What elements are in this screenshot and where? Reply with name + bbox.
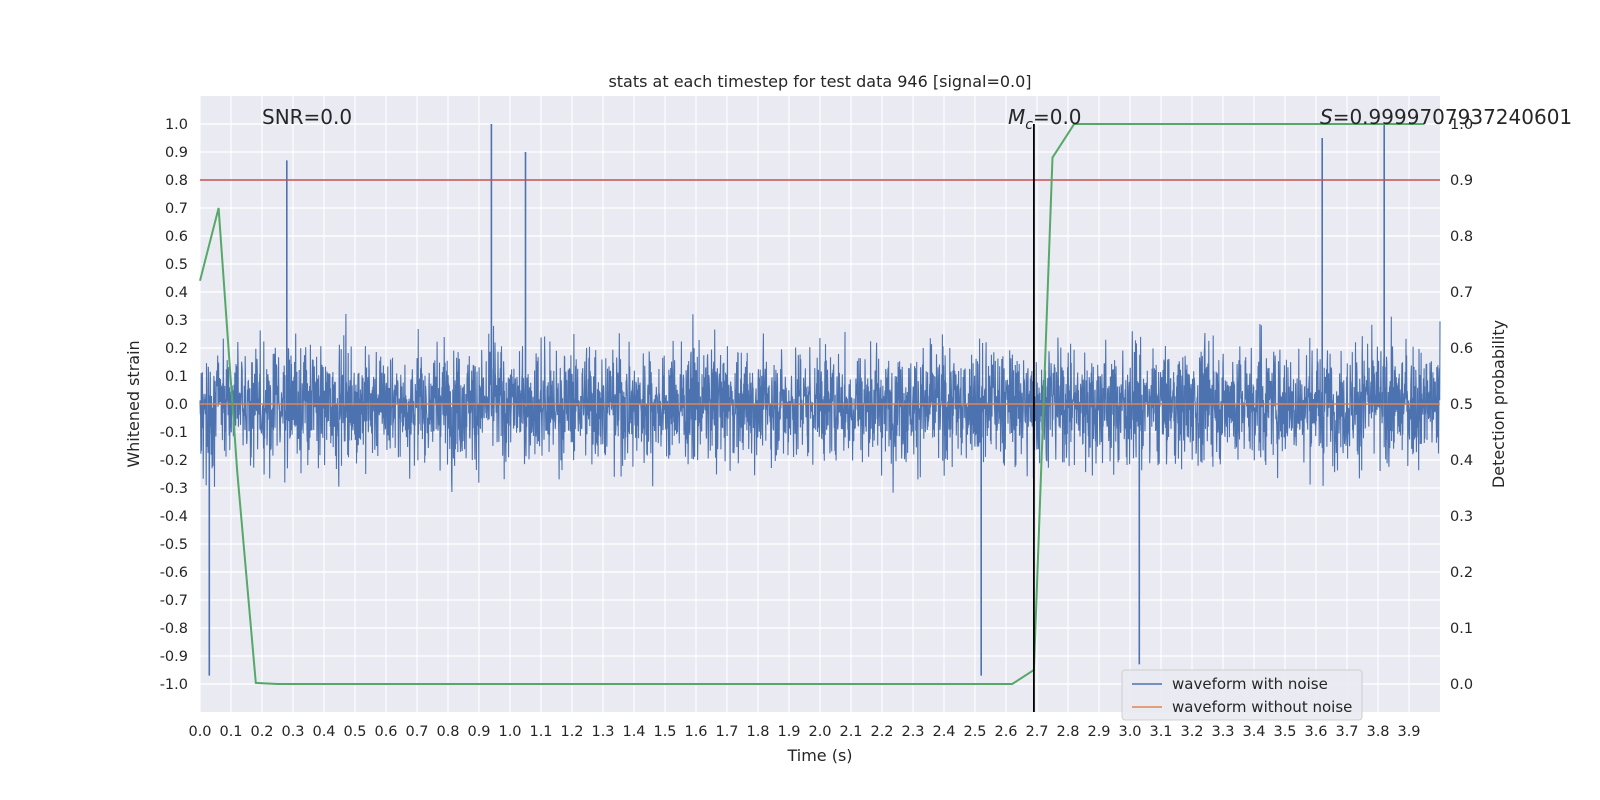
- chirp-mass-symbol: M: [1008, 105, 1025, 129]
- x-tick-label: 1.5: [653, 724, 676, 740]
- y-ticks: 1.0 0.9 0.8 0.7 0.6 0.5 0.4 0.3 0.2 0.1 0.0 -0.1 -0.…: [160, 117, 188, 693]
- y2-tick-label: 0.8: [1450, 229, 1473, 245]
- y2-tick-label: 0.4: [1450, 453, 1473, 469]
- x-ticks: 0.0 0.1 0.2 0.3 0.4 0.5 0.6 0.7 0.8 0.9 1.0 1.1 1.2 1…: [188, 724, 1420, 740]
- y2-tick-label: 0.3: [1450, 509, 1473, 525]
- x-tick-label: 3.4: [1242, 724, 1265, 740]
- y-tick-label: -0.5: [160, 537, 188, 553]
- y-tick-label: 0.0: [165, 397, 188, 413]
- chirp-mass-subscript: c: [1025, 117, 1033, 133]
- y-tick-label: -0.2: [160, 453, 188, 469]
- x-tick-label: 0.6: [374, 724, 397, 740]
- x-tick-label: 2.7: [1025, 724, 1048, 740]
- x-tick-label: 0.4: [312, 724, 335, 740]
- x-tick-label: 0.2: [250, 724, 273, 740]
- x-tick-label: 3.5: [1273, 724, 1296, 740]
- x-tick-label: 1.8: [746, 724, 769, 740]
- x-tick-label: 0.5: [343, 724, 366, 740]
- x-tick-label: 1.4: [622, 724, 645, 740]
- legend: waveform with noise waveform without noi…: [1121, 669, 1363, 721]
- x-tick-label: 2.6: [994, 724, 1017, 740]
- x-tick-label: 0.0: [188, 724, 211, 740]
- x-tick-label: 2.3: [901, 724, 924, 740]
- x-tick-label: 2.4: [932, 724, 955, 740]
- y-tick-label: 0.7: [165, 201, 188, 217]
- y-tick-label: -0.8: [160, 621, 188, 637]
- x-tick-label: 3.2: [1180, 724, 1203, 740]
- y2-tick-label: 0.1: [1450, 621, 1473, 637]
- y-tick-label: 0.1: [165, 369, 188, 385]
- x-tick-label: 2.2: [870, 724, 893, 740]
- x-tick-label: 0.8: [436, 724, 459, 740]
- probability-plot: [199, 123, 1440, 712]
- y-tick-label: 0.3: [165, 313, 188, 329]
- x-tick-label: 0.1: [219, 724, 242, 740]
- snr-annotation: SNR=0.0: [262, 105, 352, 129]
- x-tick-label: 3.9: [1397, 724, 1420, 740]
- y2-tick-label: 0.6: [1450, 341, 1473, 357]
- x-tick-label: 3.7: [1335, 724, 1358, 740]
- x-tick-label: 0.3: [281, 724, 304, 740]
- series-detection-probability: [199, 123, 1425, 685]
- y-tick-label: -0.1: [160, 425, 188, 441]
- series-waveform-with-noise: [199, 313, 1441, 493]
- y2-ticks: 1.0 0.9 0.8 0.7 0.6 0.5 0.4 0.3 0.2 0.1 0.0: [1450, 117, 1473, 693]
- y2-tick-label: 0.2: [1450, 565, 1473, 581]
- y-tick-label: 0.5: [165, 257, 188, 273]
- y-tick-label: 0.4: [165, 285, 188, 301]
- strain-plot: [199, 124, 1441, 676]
- score-symbol: S: [1320, 105, 1333, 129]
- y2-tick-label: 1.0: [1450, 117, 1473, 133]
- y-tick-label: 0.9: [165, 145, 188, 161]
- y2-axis-label: Detection probability: [1489, 320, 1508, 488]
- chirp-mass-value: =0.0: [1033, 105, 1082, 129]
- x-tick-label: 1.7: [715, 724, 738, 740]
- y2-tick-label: 0.7: [1450, 285, 1473, 301]
- y-tick-label: -0.7: [160, 593, 188, 609]
- x-tick-label: 2.5: [963, 724, 986, 740]
- x-tick-label: 0.9: [467, 724, 490, 740]
- y-tick-label: 1.0: [165, 117, 188, 133]
- x-tick-label: 3.0: [1118, 724, 1141, 740]
- chirp-mass-annotation: Mc=0.0: [1008, 105, 1082, 133]
- x-tick-label: 3.6: [1304, 724, 1327, 740]
- y-axis-label: Whitened strain: [124, 340, 143, 467]
- y2-tick-label: 0.5: [1450, 397, 1473, 413]
- x-tick-label: 3.3: [1211, 724, 1234, 740]
- x-tick-label: 2.8: [1056, 724, 1079, 740]
- x-tick-label: 3.8: [1366, 724, 1389, 740]
- legend-label-waveform-with-noise: waveform with noise: [1172, 675, 1328, 693]
- legend-label-waveform-without-noise: waveform without noise: [1172, 698, 1352, 716]
- y-tick-label: -0.6: [160, 565, 188, 581]
- y-tick-label: 0.6: [165, 229, 188, 245]
- x-tick-label: 2.9: [1087, 724, 1110, 740]
- y-tick-label: -0.9: [160, 649, 188, 665]
- y-tick-label: 0.8: [165, 173, 188, 189]
- x-tick-label: 0.7: [405, 724, 428, 740]
- x-tick-label: 3.1: [1149, 724, 1172, 740]
- y-tick-label: -1.0: [160, 677, 188, 693]
- x-axis-label: Time (s): [786, 746, 852, 765]
- score-annotation: S=0.9999707937240601: [1320, 105, 1572, 129]
- x-tick-label: 1.6: [684, 724, 707, 740]
- y2-tick-label: 0.9: [1450, 173, 1473, 189]
- y-tick-label: -0.4: [160, 509, 188, 525]
- y-tick-label: 0.2: [165, 341, 188, 357]
- x-tick-label: 1.2: [560, 724, 583, 740]
- y2-tick-label: 0.0: [1450, 677, 1473, 693]
- chart-title: stats at each timestep for test data 946…: [608, 72, 1031, 91]
- y-tick-label: -0.3: [160, 481, 188, 497]
- x-tick-label: 1.0: [498, 724, 521, 740]
- x-tick-label: 1.1: [529, 724, 552, 740]
- legend-box: [1121, 669, 1363, 721]
- x-tick-label: 2.0: [808, 724, 831, 740]
- x-tick-label: 1.3: [591, 724, 614, 740]
- x-tick-label: 1.9: [777, 724, 800, 740]
- score-value: =0.9999707937240601: [1333, 105, 1572, 129]
- x-tick-label: 2.1: [839, 724, 862, 740]
